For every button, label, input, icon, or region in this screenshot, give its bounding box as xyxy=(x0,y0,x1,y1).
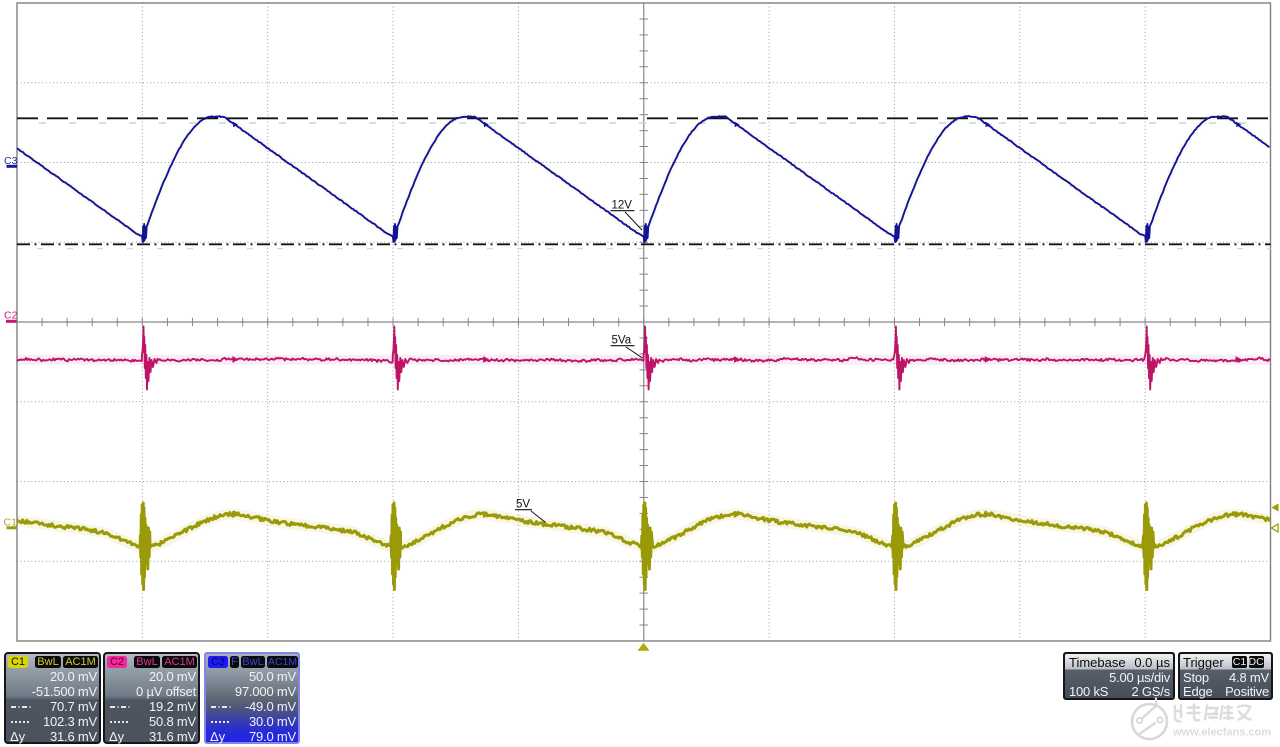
svg-text:C1: C1 xyxy=(4,517,18,529)
svg-text:C3: C3 xyxy=(4,155,18,167)
svg-text:C2: C2 xyxy=(4,310,18,322)
svg-text:5V: 5V xyxy=(516,499,530,511)
svg-text:5Va: 5Va xyxy=(612,335,632,347)
svg-text:www.elecfans.com: www.elecfans.com xyxy=(1172,727,1271,739)
svg-text:12V: 12V xyxy=(612,200,633,212)
